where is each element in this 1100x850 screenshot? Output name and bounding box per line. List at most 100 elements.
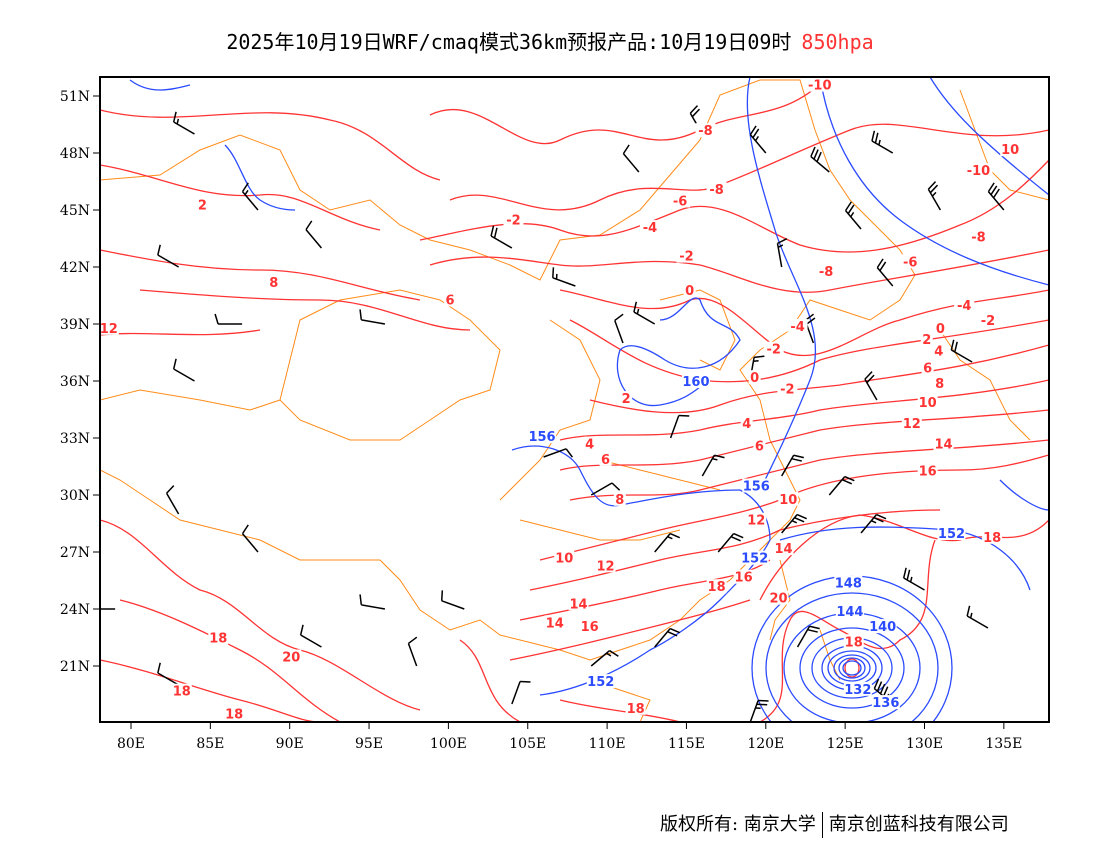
temperature-contour-label: 8	[269, 276, 278, 291]
wind-barb	[241, 524, 259, 553]
lon-tick-label: 100E	[430, 736, 467, 752]
wind-barb	[796, 625, 820, 648]
temperature-contour-label: 8	[615, 493, 624, 508]
temperature-contour-label: 18	[209, 632, 227, 647]
label-background	[599, 451, 612, 466]
label-background	[620, 391, 633, 406]
height-contour-label: 140	[869, 620, 896, 635]
temperature-contour-label: 16	[919, 464, 937, 479]
label-background	[281, 649, 302, 664]
wind-barb	[543, 448, 574, 458]
label-background	[579, 619, 600, 634]
temperature-contour-label: 18	[225, 708, 243, 723]
label-background	[625, 700, 646, 715]
label-background	[768, 590, 789, 605]
wind-barb	[100, 608, 116, 610]
label-background	[932, 343, 945, 358]
temperature-contour-label: 10	[779, 493, 797, 508]
height-contour-label: 148	[835, 576, 862, 591]
lon-tick-label: 80E	[117, 736, 145, 752]
temperature-contour-label: -2	[679, 250, 693, 265]
temperature-contour-label: -2	[506, 214, 520, 229]
lat-tick-label: 30N	[60, 488, 90, 504]
temperature-contour-label: -2	[981, 314, 995, 329]
lon-tick-label: 125E	[827, 736, 864, 752]
wind-barb	[781, 454, 805, 477]
height-contour-label: 136	[872, 696, 899, 711]
wind-barb	[440, 590, 465, 610]
height-contours	[129, 77, 1049, 696]
temperature-contour-label: 14	[934, 438, 952, 453]
lon-tick-label: 85E	[196, 736, 224, 752]
temperature-contour-label: 18	[627, 702, 645, 717]
temperature-contour-label: -2	[780, 383, 794, 398]
label-background	[676, 248, 697, 263]
temperature-contour-label: 4	[585, 438, 594, 453]
longitude-ticks: 80E 85E 90E 95E 100E 105E 110E 115E 120E 125E 130E…	[117, 722, 1022, 752]
label-background	[900, 254, 921, 269]
label-background	[787, 318, 808, 333]
temperature-contour-label: -4	[790, 320, 804, 335]
temperature-contour-label: 4	[742, 417, 751, 432]
wind-barb	[214, 313, 243, 325]
label-background	[267, 275, 280, 290]
temperature-contour-label: 20	[769, 592, 787, 607]
label-background	[954, 298, 975, 312]
label-background	[639, 220, 660, 235]
label-background	[843, 681, 872, 696]
lon-tick-label: 120E	[747, 736, 784, 752]
footer-divider	[821, 812, 823, 838]
label-background	[224, 706, 245, 721]
label-background	[740, 415, 753, 430]
label-background	[554, 550, 575, 565]
lat-tick-label: 36N	[60, 374, 90, 390]
wind-barb	[490, 225, 513, 249]
label-background	[773, 541, 794, 556]
wind-barb	[305, 220, 323, 249]
temperature-contour-label: 0	[750, 371, 759, 386]
label-background	[816, 263, 837, 278]
label-background	[901, 415, 922, 430]
lat-tick-label: 24N	[60, 602, 90, 618]
height-contour-label: 132	[844, 683, 871, 698]
temperature-contour-label: 8	[935, 377, 944, 392]
label-background	[740, 550, 769, 565]
temperature-contour-label: 14	[774, 542, 792, 557]
lat-tick-label: 51N	[60, 89, 90, 105]
temperature-contours	[100, 83, 1049, 722]
label-background	[753, 438, 766, 453]
temperature-contour-label: 2	[198, 198, 207, 213]
wind-barb	[654, 532, 681, 553]
wind-barb	[157, 662, 179, 686]
height-contour-label: 156	[743, 480, 770, 495]
temperature-contour-label: 4	[934, 345, 943, 360]
temperature-contour-label: 6	[601, 453, 610, 468]
label-background	[208, 630, 229, 645]
temperature-contour-label: 12	[747, 514, 765, 529]
wind-barb	[172, 111, 195, 135]
temperature-contour-label: 6	[755, 440, 764, 455]
temperature-contour-label: 16	[581, 620, 599, 635]
label-background	[706, 182, 727, 197]
wind-barb	[633, 301, 656, 325]
wind-barb	[590, 649, 619, 667]
height-contour-label: 152	[938, 527, 965, 542]
label-background	[964, 163, 993, 178]
label-background	[583, 436, 596, 451]
wind-barb	[810, 146, 830, 173]
lon-tick-label: 90E	[276, 736, 304, 752]
lon-tick-label: 110E	[589, 736, 626, 752]
temperature-contour-label: -8	[819, 265, 833, 280]
wind-barb	[927, 181, 942, 211]
wind-barb	[902, 567, 925, 591]
label-background	[835, 603, 864, 618]
label-background	[778, 491, 799, 506]
label-background	[968, 229, 989, 244]
label-background	[742, 478, 771, 493]
lon-tick-label: 105E	[509, 736, 546, 752]
lat-tick-label: 45N	[60, 203, 90, 219]
map-title: 2025年10月19日WRF/cmaq模式36km预报产品:10月19日09时 8…	[0, 26, 1100, 55]
wind-barb	[622, 144, 640, 173]
wind-barb	[950, 339, 973, 363]
label-background	[777, 381, 798, 396]
